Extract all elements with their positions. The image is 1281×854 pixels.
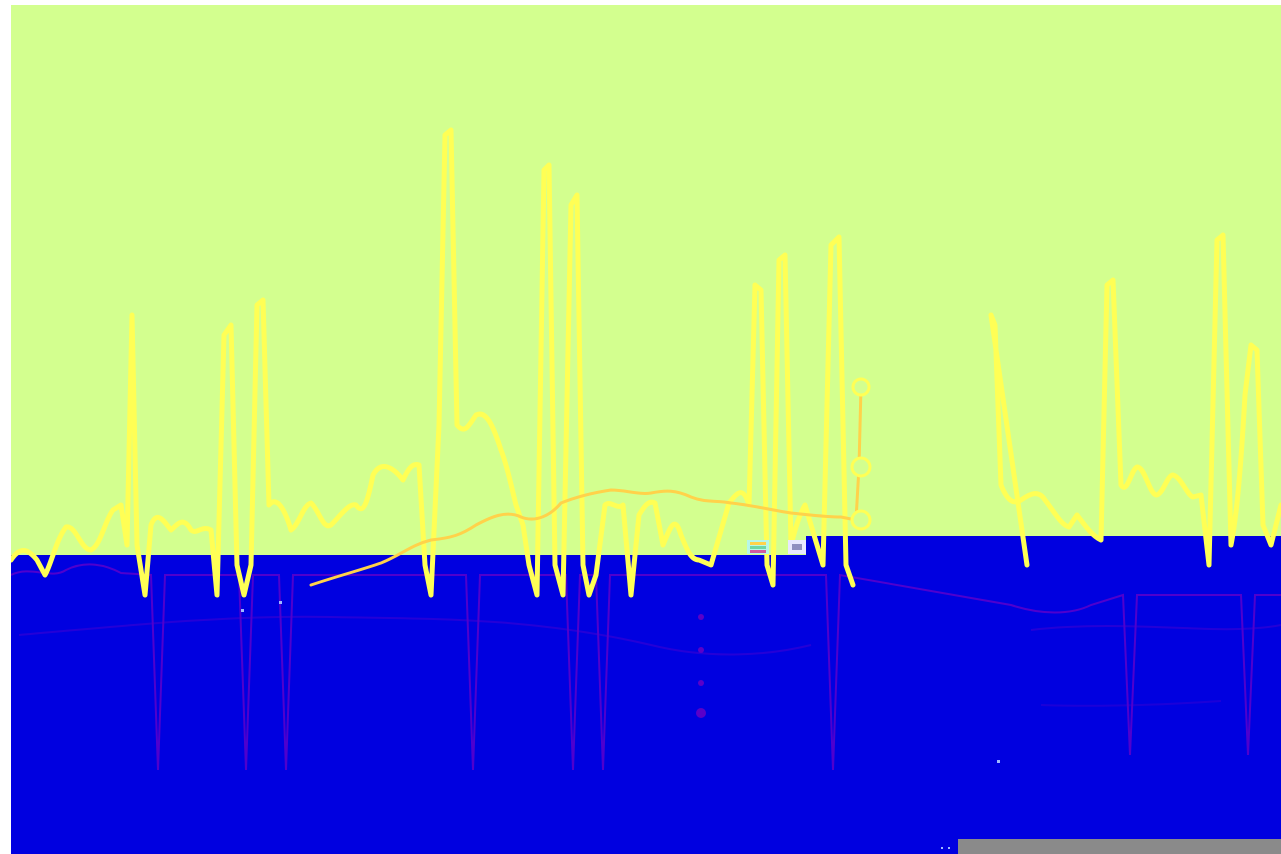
purple-dots: [696, 614, 706, 718]
waveform-plot: [11, 5, 1281, 854]
handle-group: [850, 377, 872, 531]
ring-marker-icon: [851, 377, 871, 397]
ring-marker-icon: [850, 456, 872, 478]
swatch-near-center: [747, 540, 806, 554]
canvas-frame: [11, 5, 1281, 854]
ring-marker-icon: [850, 509, 872, 531]
bottom-gray-bar: [958, 839, 1281, 854]
primary-trace: [11, 127, 1281, 598]
shadow-trace: [11, 563, 1281, 771]
noise-specks: [241, 601, 1000, 849]
